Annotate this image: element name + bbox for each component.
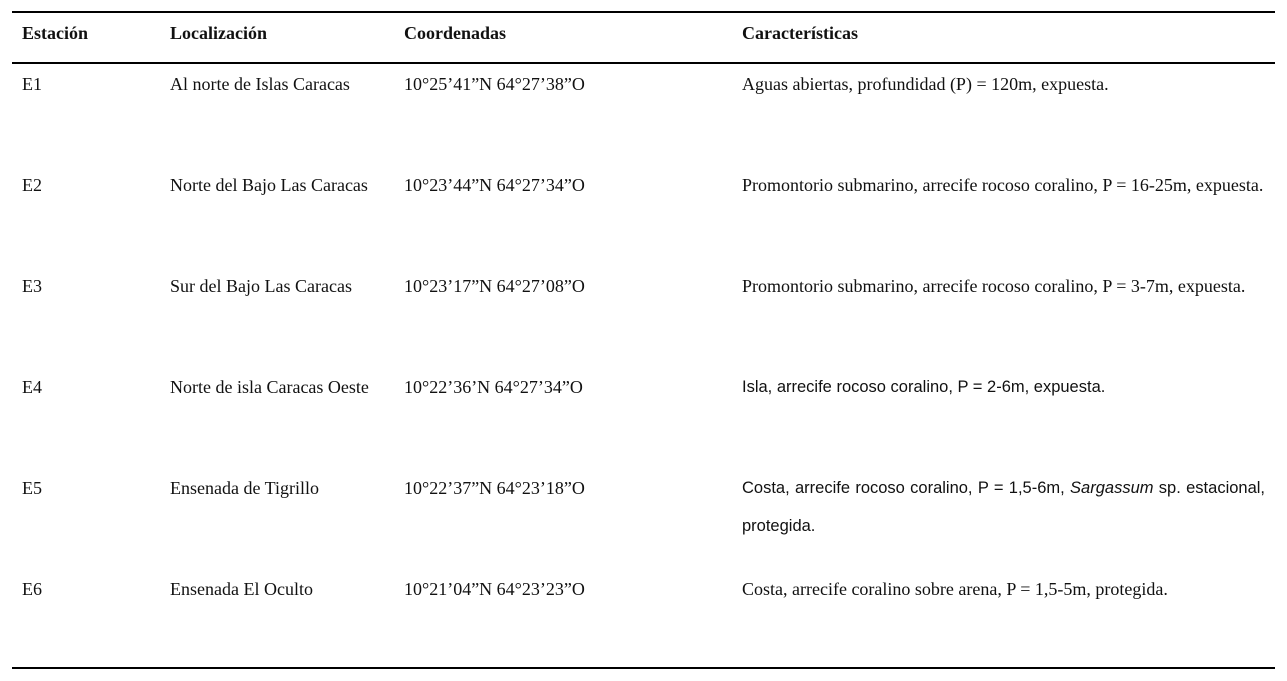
table-cell: Ensenada de Tigrillo <box>170 478 319 498</box>
table-cell: Sur del Bajo Las Caracas <box>170 276 352 296</box>
cell-text: Costa, arrecife rocoso coralino, P = 1,5… <box>742 479 1071 497</box>
table-cell: E6 <box>22 579 42 599</box>
table-cell: 10°22’36’N 64°27’34”O <box>404 377 583 397</box>
table-cell: 10°23’17”N 64°27’08”O <box>404 276 585 296</box>
table-cell: Isla, arrecife rocoso coralino, P = 2-6m… <box>742 378 1106 396</box>
header-cell: Características <box>742 23 858 43</box>
table-cell: Aguas abiertas, profundidad (P) = 120m, … <box>742 74 1109 94</box>
table-cell: Norte del Bajo Las Caracas <box>170 175 368 195</box>
table-cell: E3 <box>22 276 42 296</box>
table-cell: Costa, arrecife coralino sobre arena, P … <box>742 579 1168 599</box>
table-cell: Promontorio submarino, arrecife rocoso c… <box>742 276 1246 296</box>
table-cell: Ensenada El Oculto <box>170 579 313 599</box>
table-cell: 10°22’37”N 64°23’18”O <box>404 478 585 498</box>
italic-text: Sargassum <box>1070 479 1154 497</box>
table-cell: E2 <box>22 175 42 195</box>
table-cell: 10°23’44”N 64°27’34”O <box>404 175 585 195</box>
header-cell: Localización <box>170 23 267 43</box>
table-cell: E4 <box>22 377 42 397</box>
table-cell: E1 <box>22 74 42 94</box>
bottom-rule <box>12 667 1275 669</box>
header-cell: Estación <box>22 23 89 43</box>
table-cell: Costa, arrecife rocoso coralino, P = 1,5… <box>742 469 1265 545</box>
top-rule <box>12 11 1275 13</box>
table-cell: Norte de isla Caracas Oeste <box>170 377 369 397</box>
table-cell: E5 <box>22 478 42 498</box>
table-cell: 10°25’41”N 64°27’38”O <box>404 74 585 94</box>
table-cell: Al norte de Islas Caracas <box>170 74 350 94</box>
cell-text: sp. estacional, protegida. <box>742 479 1266 535</box>
header-rule <box>12 62 1275 64</box>
table-cell: 10°21’04”N 64°23’23”O <box>404 579 585 599</box>
header-cell: Coordenadas <box>404 23 507 43</box>
table-cell: Promontorio submarino, arrecife rocoso c… <box>742 175 1264 195</box>
